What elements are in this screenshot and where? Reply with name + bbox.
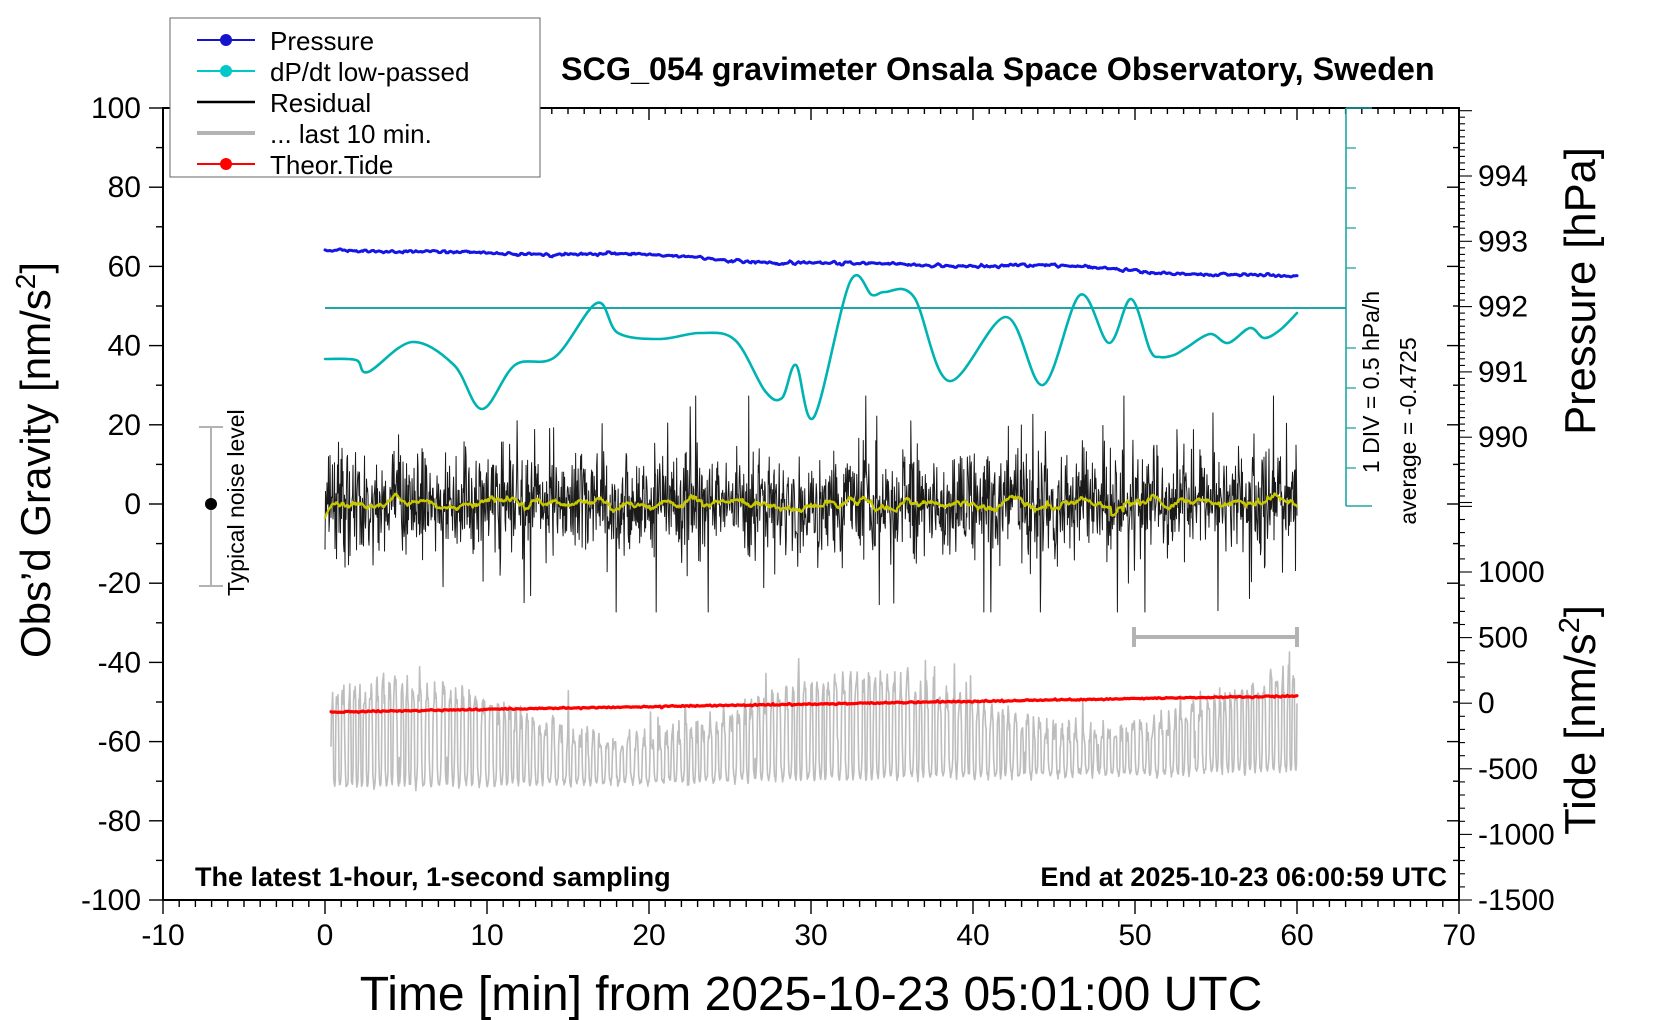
- svg-text:-1000: -1000: [1478, 818, 1555, 851]
- svg-text:1000: 1000: [1478, 556, 1545, 589]
- svg-text:991: 991: [1478, 356, 1528, 389]
- svg-text:70: 70: [1442, 919, 1475, 952]
- svg-text:30: 30: [794, 919, 827, 952]
- svg-text:Typical noise level: Typical noise level: [223, 409, 249, 596]
- svg-text:SCG_054 gravimeter Onsala Spac: SCG_054 gravimeter Onsala Space Observat…: [561, 51, 1435, 87]
- svg-text:-20: -20: [98, 567, 141, 600]
- svg-text:60: 60: [1280, 919, 1313, 952]
- svg-text:Tide [nm/s2]: Tide [nm/s2]: [1554, 605, 1605, 835]
- svg-text:20: 20: [632, 919, 665, 952]
- svg-text:40: 40: [108, 330, 141, 363]
- svg-text:20: 20: [108, 409, 141, 442]
- svg-text:average = -0.4725: average = -0.4725: [1395, 337, 1421, 524]
- svg-text:Time [min] from 2025-10-23 05:: Time [min] from 2025-10-23 05:01:00 UTC: [360, 968, 1263, 1020]
- svg-text:-500: -500: [1478, 753, 1538, 786]
- svg-text:990: 990: [1478, 421, 1528, 454]
- svg-text:Obs’d Gravity [nm/s2]: Obs’d Gravity [nm/s2]: [10, 262, 60, 658]
- svg-text:Pressure: Pressure: [270, 26, 374, 56]
- svg-text:0: 0: [1478, 687, 1495, 720]
- svg-text:-100: -100: [81, 884, 141, 917]
- svg-text:-10: -10: [141, 919, 184, 952]
- svg-text:100: 100: [91, 92, 141, 125]
- svg-text:-60: -60: [98, 726, 141, 759]
- svg-text:Pressure [hPa]: Pressure [hPa]: [1557, 147, 1605, 435]
- svg-text:0: 0: [317, 919, 334, 952]
- svg-text:The latest 1-hour, 1-second sa: The latest 1-hour, 1-second sampling: [195, 862, 671, 892]
- svg-text:-1500: -1500: [1478, 884, 1555, 917]
- svg-text:0: 0: [124, 488, 141, 521]
- svg-text:-80: -80: [98, 805, 141, 838]
- svg-text:10: 10: [470, 919, 503, 952]
- svg-text:dP/dt low-passed: dP/dt low-passed: [270, 57, 469, 87]
- svg-text:80: 80: [108, 171, 141, 204]
- svg-text:60: 60: [108, 250, 141, 283]
- svg-text:992: 992: [1478, 291, 1528, 324]
- svg-text:500: 500: [1478, 622, 1528, 655]
- svg-text:... last 10 min.: ... last 10 min.: [270, 119, 432, 149]
- svg-text:40: 40: [956, 919, 989, 952]
- svg-text:End at 2025-10-23 06:00:59 UTC: End at 2025-10-23 06:00:59 UTC: [1040, 862, 1447, 892]
- svg-text:993: 993: [1478, 225, 1528, 258]
- svg-text:1 DIV = 0.5 hPa/h: 1 DIV = 0.5 hPa/h: [1358, 291, 1384, 473]
- svg-text:994: 994: [1478, 160, 1528, 193]
- svg-text:Theor.Tide: Theor.Tide: [270, 150, 393, 180]
- svg-text:-40: -40: [98, 646, 141, 679]
- svg-text:50: 50: [1118, 919, 1151, 952]
- svg-text:Residual: Residual: [270, 88, 371, 118]
